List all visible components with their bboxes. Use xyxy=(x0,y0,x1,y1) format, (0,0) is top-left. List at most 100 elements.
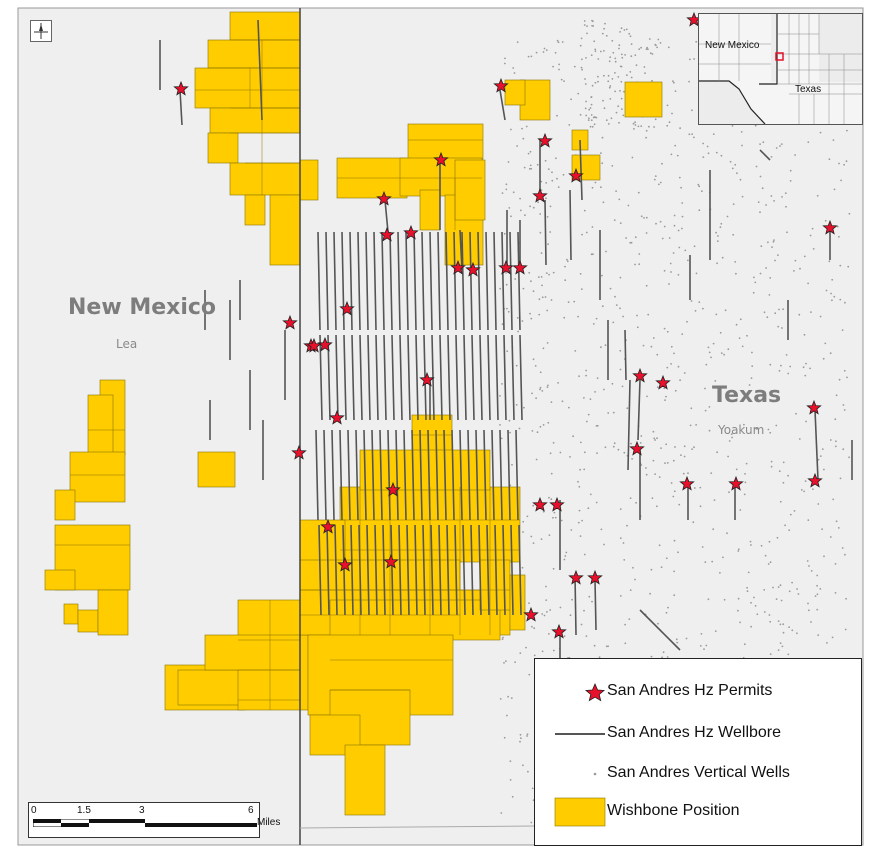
vertical-well-dot xyxy=(842,404,845,406)
vertical-well-dot xyxy=(586,25,588,27)
vertical-well-dot xyxy=(612,321,615,324)
vertical-well-dot xyxy=(638,253,641,255)
vertical-well-dot xyxy=(847,265,850,268)
vertical-well-dot xyxy=(530,167,533,170)
vertical-well-dot xyxy=(629,589,632,591)
vertical-well-dot xyxy=(705,363,708,366)
vertical-well-dot xyxy=(517,330,519,333)
vertical-well-dot xyxy=(522,531,524,533)
vertical-well-dot xyxy=(752,291,755,294)
hz-wellbore xyxy=(461,231,465,331)
hz-wellbore xyxy=(351,334,355,421)
vertical-well-dot xyxy=(653,437,656,440)
vertical-well-dot xyxy=(807,602,809,605)
vertical-well-dot xyxy=(583,553,586,556)
vertical-well-dot xyxy=(585,420,588,423)
vertical-well-dot xyxy=(529,205,531,208)
vertical-well-dot xyxy=(798,313,801,316)
vertical-well-dot xyxy=(537,201,539,204)
vertical-well-dot xyxy=(760,544,763,547)
vertical-well-dot xyxy=(770,156,773,158)
vertical-well-dot xyxy=(735,323,738,326)
vertical-well-dot xyxy=(548,496,550,499)
vertical-well-dot xyxy=(515,404,518,406)
vertical-well-dot xyxy=(665,611,668,614)
vertical-well-dot xyxy=(650,345,653,348)
vertical-well-dot xyxy=(623,29,626,31)
hz-permit-star-icon xyxy=(379,226,395,242)
vertical-well-dot xyxy=(816,593,819,596)
vertical-well-dot xyxy=(666,104,669,107)
vertical-well-dot xyxy=(657,38,660,41)
hz-wellbore xyxy=(419,429,423,521)
vertical-well-dot xyxy=(587,413,590,416)
vertical-well-dot xyxy=(726,532,728,535)
vertical-well-dot xyxy=(524,214,526,217)
vertical-well-dot xyxy=(573,300,576,303)
vertical-well-dot xyxy=(819,315,822,318)
vertical-well-dot xyxy=(750,625,752,628)
vertical-well-dot xyxy=(620,53,623,56)
vertical-well-dot xyxy=(769,561,772,564)
vertical-well-dot xyxy=(775,147,778,149)
vertical-well-dot xyxy=(526,515,529,518)
vertical-well-dot xyxy=(595,425,598,427)
vertical-well-dot xyxy=(798,438,801,440)
vertical-well-dot xyxy=(574,350,577,352)
vertical-well-dot xyxy=(674,90,677,92)
vertical-well-dot xyxy=(531,392,533,395)
vertical-well-dot xyxy=(622,542,625,544)
vertical-well-dot xyxy=(634,236,637,239)
hz-wellbore xyxy=(493,231,497,331)
vertical-well-dot xyxy=(656,386,659,388)
vertical-well-dot xyxy=(693,245,696,248)
wishbone-position-tract xyxy=(454,159,486,221)
vertical-well-dot xyxy=(737,548,740,551)
vertical-well-dot xyxy=(769,431,772,434)
vertical-well-dot xyxy=(687,472,689,475)
vertical-well-dot xyxy=(768,540,771,543)
hz-wellbore xyxy=(406,524,410,616)
vertical-well-dot xyxy=(531,787,534,790)
vertical-well-dot xyxy=(539,231,542,234)
vertical-well-dot xyxy=(615,111,618,114)
vertical-well-dot xyxy=(761,187,764,190)
vertical-well-dot xyxy=(526,733,529,736)
hz-wellbore xyxy=(331,429,335,521)
vertical-well-dot xyxy=(580,37,583,40)
vertical-well-dot xyxy=(618,198,621,201)
vertical-well-dot xyxy=(557,41,560,44)
vertical-well-dot xyxy=(791,581,793,584)
vertical-well-dot xyxy=(719,331,722,334)
vertical-well-dot xyxy=(764,554,767,557)
vertical-well-dot xyxy=(614,72,616,74)
vertical-well-dot xyxy=(602,201,605,204)
vertical-well-dot xyxy=(541,650,544,653)
vertical-well-dot xyxy=(503,662,505,664)
vertical-well-dot xyxy=(784,524,786,527)
vertical-well-dot xyxy=(668,237,671,239)
vertical-well-dot xyxy=(499,287,502,290)
vertical-well-dot xyxy=(621,56,624,59)
vertical-well-dot xyxy=(579,535,582,537)
vertical-well-dot xyxy=(589,125,592,128)
vertical-well-dot xyxy=(527,770,529,773)
hz-wellbore xyxy=(326,524,330,616)
vertical-well-dot xyxy=(617,105,620,108)
vertical-well-dot xyxy=(755,165,758,168)
vertical-well-dot xyxy=(691,133,693,136)
wishbone-position-tract xyxy=(269,194,301,266)
vertical-well-dot xyxy=(609,287,612,290)
vertical-well-dot xyxy=(728,491,730,494)
vertical-well-dot xyxy=(816,608,819,611)
vertical-well-dot xyxy=(533,654,536,657)
vertical-well-dot xyxy=(672,81,675,84)
hz-wellbore xyxy=(515,429,519,521)
vertical-well-dot xyxy=(819,131,822,134)
legend-item-wellbore: San Andres Hz Wellbore xyxy=(535,719,861,749)
vertical-well-dot xyxy=(619,537,622,539)
vertical-well-dot xyxy=(773,200,775,202)
vertical-well-dot xyxy=(510,697,513,699)
vertical-well-dot xyxy=(601,32,604,35)
